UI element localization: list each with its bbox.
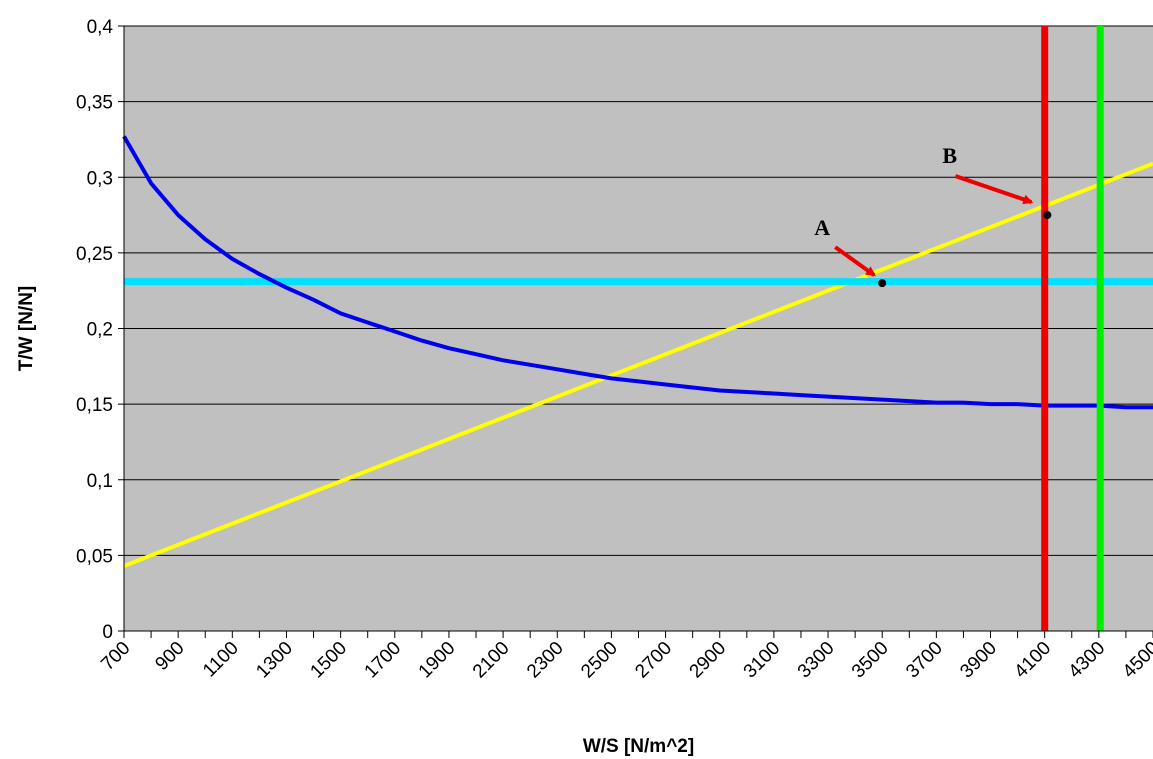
x-tick-label: 4300 — [1065, 638, 1110, 683]
annotation-point — [1043, 211, 1052, 220]
x-tick-label: 1700 — [361, 638, 406, 683]
y-tick-label: 0,1 — [87, 471, 113, 492]
y-tick-label: 0,15 — [76, 395, 113, 416]
x-tick-label: 3500 — [848, 638, 893, 683]
annotation-arrow — [834, 245, 876, 277]
x-tick-label: 1900 — [415, 638, 460, 683]
y-tick-label: 0,25 — [76, 244, 113, 265]
x-tick-label: 4500 — [1119, 638, 1153, 683]
x-tick-label: 700 — [97, 638, 134, 675]
x-tick-label: 3100 — [740, 638, 785, 683]
y-tick-label: 0,3 — [87, 168, 113, 189]
x-tick-label: 3700 — [902, 638, 947, 683]
axes — [118, 25, 1153, 638]
x-tick-label: 2300 — [523, 638, 568, 683]
x-tick-label: 4100 — [1010, 638, 1055, 683]
x-axis-title: W/S [N/m^2] — [583, 736, 694, 757]
annotation-label: A — [814, 215, 830, 240]
x-tick-label: 900 — [151, 638, 188, 675]
x-tick-label: 2500 — [577, 638, 622, 683]
annotation-point — [878, 279, 887, 288]
x-tick-label: 3900 — [956, 638, 1001, 683]
x-tick-label: 1100 — [199, 638, 243, 682]
gridlines — [124, 25, 1153, 556]
annotation-arrow — [954, 174, 1034, 205]
series-line-curve — [122, 135, 1153, 410]
series-line-line — [123, 161, 1153, 568]
annotation-label: B — [942, 143, 957, 168]
annotations: AB — [814, 143, 1052, 288]
y-axis-title: T/W [N/N] — [16, 286, 37, 371]
series-layer — [122, 26, 1153, 631]
y-tick-label: 0,35 — [76, 93, 113, 114]
x-tick-label: 2700 — [631, 638, 676, 683]
y-tick-label: 0,05 — [76, 546, 113, 567]
y-tick-label: 0,2 — [87, 320, 113, 341]
x-tick-label: 1300 — [252, 638, 297, 683]
y-tick-label: 0 — [102, 622, 113, 643]
x-tick-label: 2900 — [686, 638, 731, 683]
y-tick-label: 0,4 — [87, 17, 114, 38]
x-tick-label: 1500 — [306, 638, 351, 683]
x-tick-label: 3300 — [794, 638, 839, 683]
x-tick-label: 2100 — [469, 638, 514, 683]
